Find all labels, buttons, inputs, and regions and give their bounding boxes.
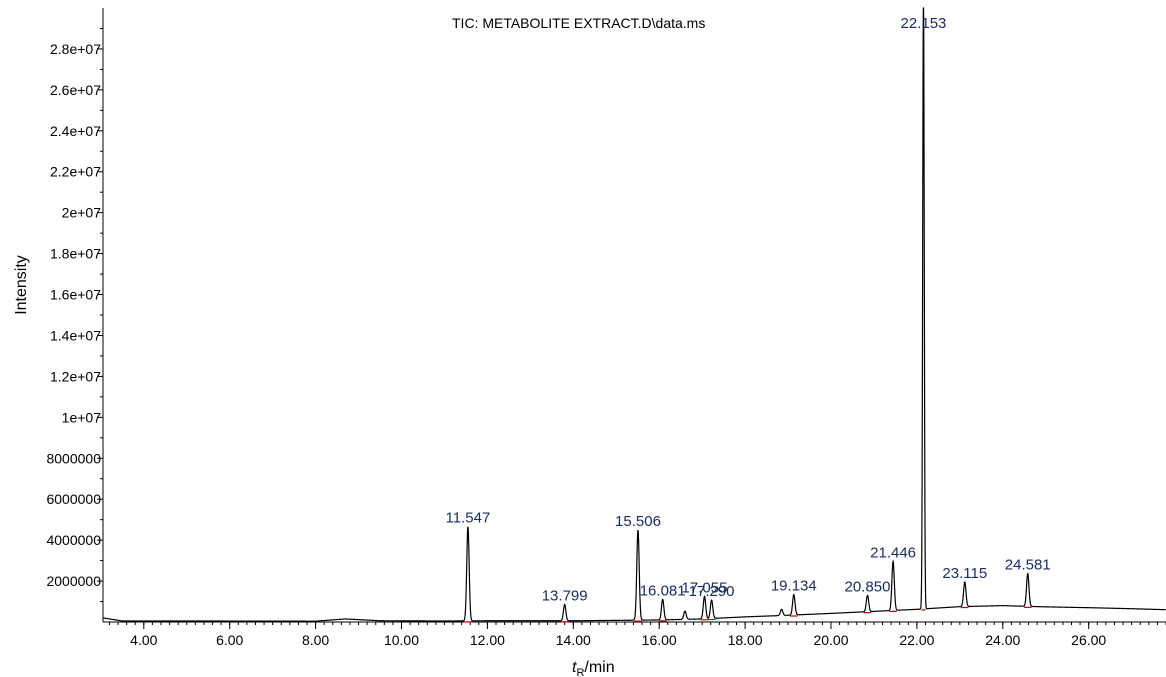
plot-group <box>102 7 1166 623</box>
x-tick-label: 8.00 <box>302 632 329 648</box>
axes-group: 4.00 6.00 8.00 10.00 12.00 14.00 16.00 18.00 20.… <box>46 8 1166 648</box>
peak-label: 24.581 <box>1005 557 1051 574</box>
peak-label: 11.547 <box>446 510 491 527</box>
x-axis-label-main: t <box>572 659 577 676</box>
x-tick-label: 6.00 <box>216 632 243 648</box>
peak-label: 22.153 <box>901 15 947 32</box>
peak-label: 17.290 <box>689 583 735 600</box>
y-tick-label: 4000000 <box>46 532 101 548</box>
x-tick-label: 18.00 <box>728 632 763 648</box>
x-tick-label: 26.00 <box>1071 632 1106 648</box>
x-axis-label-sub: R <box>576 667 584 677</box>
peak-label: 19.134 <box>771 578 817 595</box>
y-tick-label: 2000000 <box>46 573 101 589</box>
y-tick-label: 1.8e+07 <box>50 246 101 262</box>
x-tick-label: 22.00 <box>899 632 934 648</box>
peak-label: 23.115 <box>942 565 987 582</box>
y-tick-label: 8000000 <box>46 450 101 466</box>
x-axis-label: tR/min <box>572 659 615 677</box>
x-tick-label: 24.00 <box>985 632 1020 648</box>
x-tick-label: 10.00 <box>384 632 419 648</box>
y-tick-label: 2e+07 <box>62 205 102 221</box>
peak-label: 20.850 <box>845 578 891 595</box>
y-tick-label: 2.2e+07 <box>50 164 101 180</box>
y-axis-label: Intensity <box>13 255 30 315</box>
y-tick-label: 6000000 <box>46 491 101 507</box>
chart-title: TIC: METABOLITE EXTRACT.D\data.ms <box>452 15 705 31</box>
x-tick-label: 20.00 <box>813 632 848 648</box>
y-tick-label: 2.6e+07 <box>50 82 101 98</box>
y-tick-label: 2.8e+07 <box>50 41 101 57</box>
y-tick-label: 2.4e+07 <box>50 123 101 139</box>
peak-label: 15.506 <box>615 513 661 530</box>
y-tick-label: 1.6e+07 <box>50 287 101 303</box>
tic-trace <box>102 7 1166 622</box>
x-tick-label: 14.00 <box>556 632 591 648</box>
y-tick-label: 1e+07 <box>62 409 102 425</box>
y-tick-label: 1.2e+07 <box>50 368 101 384</box>
peak-label: 16.081 <box>640 582 686 599</box>
x-tick-label: 16.00 <box>642 632 677 648</box>
x-tick-label: 4.00 <box>130 632 157 648</box>
y-tick-label: 1.4e+07 <box>50 327 101 343</box>
x-axis-label-suffix: /min <box>584 659 614 676</box>
peak-label: 13.799 <box>542 587 588 604</box>
peak-label: 21.446 <box>870 544 916 561</box>
peak-label: 17.055 <box>682 579 728 596</box>
x-tick-label: 12.00 <box>470 632 505 648</box>
